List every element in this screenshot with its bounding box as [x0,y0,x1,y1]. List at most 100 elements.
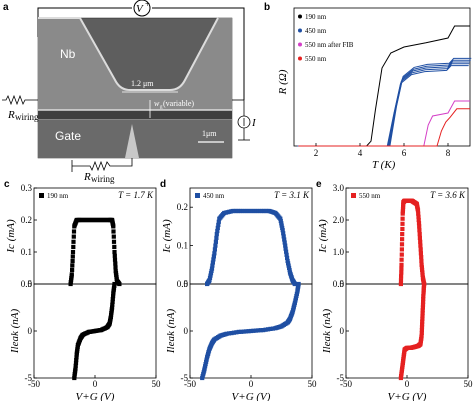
ic-point-e-3 [399,270,404,275]
ileak-point-d-44 [246,329,251,334]
ic-point-c-74 [113,265,118,270]
ic-point-d-67 [279,221,284,226]
ileak-point-d-40 [236,329,241,334]
ic-point-c-73 [113,261,118,266]
ic-point-e-16 [400,209,405,214]
ic-point-c-6 [70,267,75,272]
gate-tip [125,124,139,158]
ic-point-d-21 [215,228,220,234]
rt-curve-1-2 [298,61,470,147]
ic-point-d-84 [287,268,292,273]
ic-point-d-70 [280,228,285,233]
ic-point-d-23 [216,222,221,227]
ic-point-e-70 [419,262,424,267]
ic-point-d-7 [208,273,213,278]
ic-point-e-8 [399,247,404,252]
ic-point-d-81 [286,261,291,266]
ic-ytick-label-e-1: 1.0 [333,247,345,257]
panel-label-e: e [316,179,322,190]
ic-point-d-66 [278,218,283,224]
ic-point-c-71 [112,253,117,258]
iv-ylabel-bottom-d: Ileak (nA) [165,309,177,355]
ileak-point-d-51 [263,327,268,332]
ileak-point-e-65 [422,281,427,287]
gate-label: Gate [55,129,81,143]
iv-xtick-label-c-2: 50 [152,379,162,389]
ileak-point-e-56 [420,302,426,307]
ic-point-d-14 [211,254,216,259]
ic-point-e-71 [419,265,424,270]
iv-xtick-label-e-1: 0 [405,379,410,389]
panel-label-d: d [160,179,166,190]
iv-annotation-c: T = 1.7 K [118,190,154,200]
plot-b-ticks: 2 4 6 8 [314,143,451,158]
ic-point-c-10 [70,249,76,255]
resistor-left-icon [2,94,38,106]
ic-ytick-label-d-2: 0.2 [177,202,188,212]
ileak-point-e-57 [421,299,426,304]
ileak-point-d-36 [226,331,232,336]
ic-point-e-5 [399,262,404,267]
ileak-point-e-47 [419,328,424,333]
ic-point-d-16 [212,247,217,252]
ic-point-c-85 [117,281,122,287]
ileak-point-d-48 [256,328,261,333]
ic-point-e-57 [416,214,421,219]
ic-point-c-7 [70,263,75,268]
ic-point-d-73 [282,237,287,242]
ileak-point-c-9 [74,355,79,360]
ileak-point-e-52 [420,313,425,319]
ic-point-e-72 [420,267,425,272]
ileak-point-e-55 [420,305,425,310]
ic-point-e-2 [399,274,404,279]
rt-curve-1-4 [299,57,472,147]
ic-point-e-68 [419,255,424,260]
ic-point-d-13 [211,257,216,262]
ic-point-d-83 [287,265,292,270]
ic-point-c-13 [71,234,76,239]
ic-ytick-label-e-2: 2.0 [333,215,345,225]
ic-point-c-9 [70,254,75,259]
iv-ylabel-bottom-e: Ileak (nA) [321,309,333,355]
voltmeter-icon [133,0,151,17]
ileak-point-d-42 [241,329,246,334]
rwiring-left: R [7,109,15,121]
ic-point-d-5 [207,278,212,283]
ic-point-e-58 [416,217,421,223]
ileak-point-c-70 [112,281,117,287]
ic-point-c-66 [111,229,116,234]
ileak-point-d-80 [292,300,297,305]
ic-point-e-60 [417,224,422,229]
b-xtick-label-1: 4 [358,148,363,158]
ileak-point-c-64 [111,294,116,299]
rt-curve-3-0 [298,108,470,147]
ileak-point-d-38 [231,330,236,335]
ileak-point-d-84 [294,291,299,296]
rt-curve-1-1 [297,63,470,147]
ileak-point-c-5 [73,366,78,371]
iv-xtick-label-d-0: -50 [184,379,196,389]
iv-xtick-label-c-0: -50 [28,379,40,389]
ic-point-d-71 [281,231,286,236]
legend-label-3: 550 nm [305,55,327,63]
gap-trench [38,110,232,120]
panel-b: b 2 4 6 8 190 nm 450 nm 550 nm after FIB 550 n… [264,2,472,171]
nb-film [38,18,232,110]
iv-legend-label-e: 550 nm [359,192,381,200]
ileak-point-d-82 [293,296,298,301]
top-wire-right [152,7,245,100]
ileak-point-c-7 [73,360,79,366]
ic-point-e-0 [398,281,403,287]
iv-xlabel-e: V+G (V) [388,391,427,401]
ileak-point-e-48 [419,325,425,330]
rwiring-left-sub: wiring [15,112,39,122]
ileak-ytick-label-d-1: 0 [184,326,189,336]
ic-point-c-69 [112,244,117,249]
ic-point-d-11 [210,263,215,268]
legend-label-0: 190 nm [305,13,327,21]
legend-label-1: 450 nm [305,27,327,35]
ic-point-d-77 [284,249,289,254]
